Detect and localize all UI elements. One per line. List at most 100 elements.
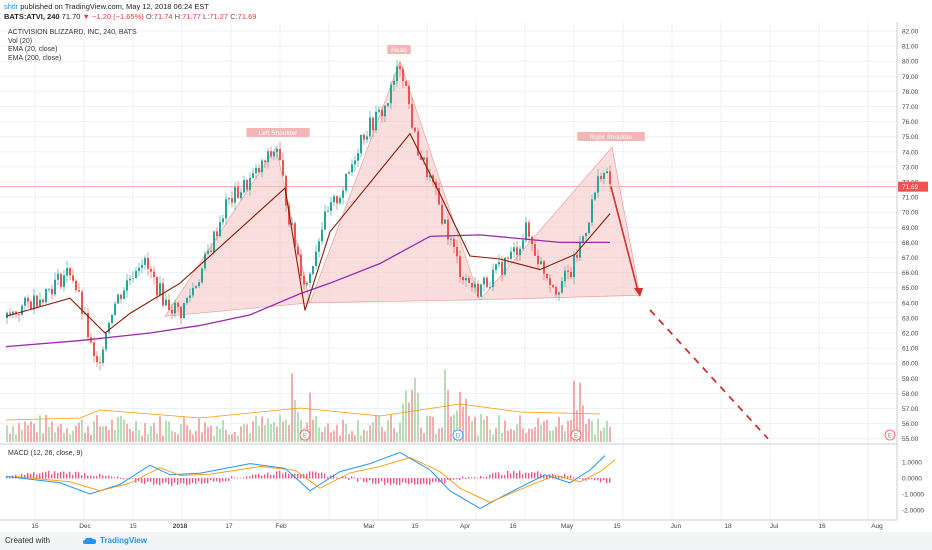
legend-vol[interactable]: Vol (20) bbox=[8, 37, 33, 45]
volume-bar bbox=[198, 418, 200, 442]
candle-body bbox=[15, 311, 17, 315]
macd-histogram-bar bbox=[96, 476, 98, 479]
macd-histogram-bar bbox=[357, 478, 359, 482]
volume-bar bbox=[171, 430, 173, 442]
candle-body bbox=[459, 256, 461, 277]
volume-bar bbox=[138, 430, 140, 442]
candle-body bbox=[276, 148, 278, 153]
candle-body bbox=[147, 258, 149, 269]
macd-histogram-bar bbox=[282, 473, 284, 479]
candle-body bbox=[540, 261, 542, 265]
volume-bar bbox=[486, 415, 488, 442]
macd-histogram-bar bbox=[48, 470, 50, 479]
macd-histogram-bar bbox=[183, 478, 185, 484]
macd-histogram-bar bbox=[594, 478, 596, 481]
volume-bars bbox=[5, 369, 611, 442]
candle-body bbox=[522, 240, 524, 249]
time-tick-label: 15 bbox=[411, 523, 419, 530]
close-label: C: bbox=[230, 12, 238, 21]
volume-bar bbox=[15, 434, 17, 442]
volume-bar bbox=[18, 423, 20, 442]
volume-bar bbox=[21, 429, 23, 442]
volume-bar bbox=[255, 416, 257, 442]
ema20-line bbox=[5, 132, 611, 334]
candle-body bbox=[405, 81, 407, 87]
volume-bar bbox=[195, 430, 197, 442]
price-tick-label: 77.00 bbox=[902, 104, 919, 111]
macd-histogram-bar bbox=[381, 478, 383, 482]
time-tick-label: Feb bbox=[275, 523, 287, 530]
macd-histogram-bar bbox=[432, 478, 434, 483]
macd-histogram-bar bbox=[120, 478, 122, 479]
time-tick-label: Jun bbox=[671, 523, 682, 530]
candle-body bbox=[69, 268, 71, 276]
volume-bar bbox=[210, 425, 212, 442]
volume-bar bbox=[87, 426, 89, 442]
volume-bar bbox=[420, 427, 422, 442]
tradingview-logo[interactable]: TradingView bbox=[83, 536, 147, 545]
candle-body bbox=[588, 222, 590, 234]
macd-histogram-bar bbox=[450, 478, 452, 480]
price-tick-label: 80.00 bbox=[902, 59, 919, 66]
volume-bar bbox=[291, 373, 293, 442]
candle-body bbox=[408, 86, 410, 105]
time-tick-label: Mar bbox=[363, 523, 375, 530]
macd-histogram-bar bbox=[213, 478, 215, 482]
macd-histogram-bar bbox=[141, 478, 143, 483]
legend-ema20[interactable]: EMA (20, close) bbox=[8, 46, 58, 53]
volume-bar bbox=[312, 419, 314, 442]
candle-body bbox=[168, 299, 170, 310]
volume-bar bbox=[492, 434, 494, 442]
macd-histogram-bar bbox=[483, 477, 485, 479]
macd-histogram-bar bbox=[351, 476, 353, 479]
macd-histogram-bar bbox=[24, 474, 26, 479]
macd-histogram-bar bbox=[426, 478, 428, 485]
macd-histogram-bar bbox=[438, 478, 440, 483]
macd-histogram-bar bbox=[453, 478, 455, 480]
candle-body bbox=[258, 167, 260, 173]
volume-bar bbox=[372, 422, 374, 442]
volume-bar bbox=[162, 435, 164, 442]
candle-body bbox=[102, 349, 104, 363]
price-tick-label: 64.00 bbox=[902, 300, 919, 307]
legend-ema200[interactable]: EMA (200, close) bbox=[8, 54, 62, 62]
candle-body bbox=[237, 187, 239, 199]
ema200-line bbox=[5, 234, 610, 348]
candle-body bbox=[117, 294, 119, 304]
macd-histogram-bar bbox=[201, 478, 203, 484]
macd-histogram-bar bbox=[156, 478, 158, 485]
projection-arrowhead bbox=[634, 288, 643, 297]
volume-bar bbox=[309, 392, 311, 442]
low-label: L: bbox=[203, 12, 210, 21]
candle-body bbox=[357, 153, 359, 161]
candle-body bbox=[75, 280, 77, 291]
volume-bar bbox=[516, 424, 518, 442]
price-tick-label: 58.00 bbox=[902, 391, 919, 398]
macd-histogram-bar bbox=[312, 471, 314, 479]
author-link[interactable]: shtlr bbox=[4, 2, 19, 11]
volume-bar bbox=[225, 430, 227, 442]
published-text: published on TradingView.com, May 12, 20… bbox=[20, 2, 209, 11]
candle-body bbox=[54, 279, 56, 295]
candle-body bbox=[342, 190, 344, 198]
price-tick-label: 62.00 bbox=[902, 331, 919, 338]
candle-body bbox=[378, 109, 380, 112]
price-tick-label: 67.00 bbox=[902, 255, 919, 262]
candle-body bbox=[474, 283, 476, 288]
macd-histogram-bar bbox=[417, 478, 419, 485]
volume-bar bbox=[24, 421, 26, 442]
volume-bar bbox=[537, 418, 539, 442]
macd-legend[interactable]: MACD (12, 26, close, 9) bbox=[8, 450, 83, 457]
time-tick-label: Aug bbox=[871, 523, 883, 530]
macd-histogram-bar bbox=[114, 477, 116, 479]
macd-histogram-bar bbox=[249, 476, 251, 479]
candle-body bbox=[246, 179, 248, 190]
volume-bar bbox=[411, 389, 413, 442]
volume-bar bbox=[552, 430, 554, 442]
macd-histogram-bar bbox=[390, 478, 392, 485]
volume-bar bbox=[429, 415, 431, 442]
low-value: 71.27 bbox=[209, 12, 229, 21]
projection-solid-line bbox=[610, 186, 639, 292]
candle-body bbox=[6, 312, 8, 318]
